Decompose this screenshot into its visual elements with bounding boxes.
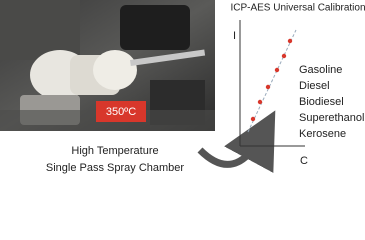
points <box>250 38 293 122</box>
fuel-name: Superethanol <box>299 112 364 124</box>
x-axis-label: C <box>300 155 308 167</box>
fuel-name: Biodiesel <box>299 96 344 108</box>
fuel-name: Gasoline <box>299 64 342 76</box>
calibration-graph: I C <box>233 20 308 167</box>
caption-line: High Temperature <box>71 145 158 157</box>
graph-title: ICP-AES Universal Calibration <box>230 3 365 14</box>
y-axis-label: I <box>233 30 236 42</box>
temperature-label: 350ºC <box>106 106 136 118</box>
fuel-list: Gasoline Diesel Biodiesel Superethanol Keros… <box>299 64 364 140</box>
fit-line <box>247 29 297 133</box>
caption-line: Single Pass Spray Chamber <box>46 162 185 174</box>
arrow <box>197 110 276 173</box>
photo: 350ºC <box>0 0 215 131</box>
temperature-badge <box>96 101 146 122</box>
graphical-abstract: 350ºC High Temperature Single Pass Spray… <box>0 0 365 174</box>
fuel-name: Kerosene <box>299 128 346 140</box>
fuel-name: Diesel <box>299 80 330 92</box>
